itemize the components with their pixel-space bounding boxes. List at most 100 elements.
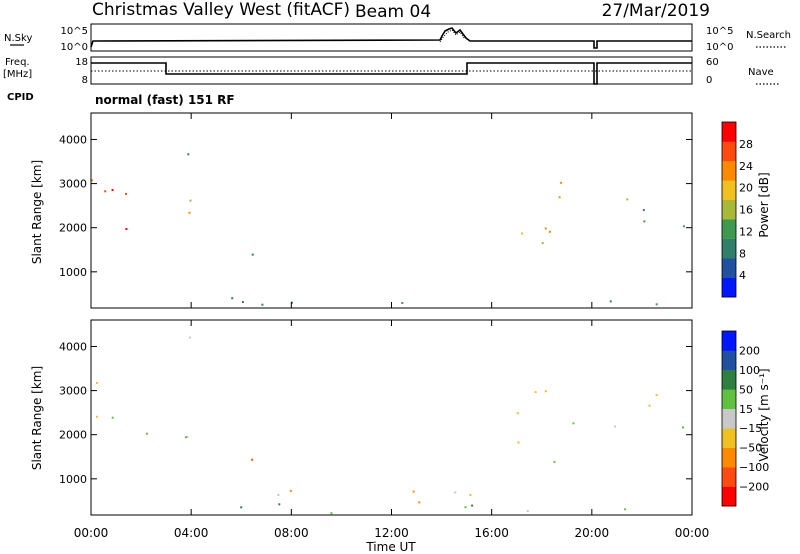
scatter-cell-6 <box>642 209 645 212</box>
scatter-cell-6 <box>626 198 629 201</box>
scatter-cell-5 <box>521 232 524 235</box>
colorbar-tick-label: 4 <box>739 269 746 282</box>
colorbar-segment <box>722 428 736 448</box>
velocity-scatter <box>95 336 684 515</box>
colorbar-tick-label: 15 <box>739 403 753 416</box>
scatter-cell-5 <box>655 394 658 396</box>
colorbar-segment <box>722 369 736 390</box>
colorbar-segment <box>722 199 736 220</box>
colorbar-frame <box>721 330 737 507</box>
y-tick-label: 2000 <box>59 429 87 442</box>
scatter-cell-0 <box>91 179 93 182</box>
velocity-y-label: Slant Range [km] <box>30 366 44 470</box>
scatter-cell-6 <box>454 491 457 494</box>
colorbar-segment <box>722 389 736 409</box>
scatter-cell-7 <box>655 303 658 306</box>
colorbar-segment <box>722 160 736 181</box>
scatter-cell-0 <box>111 189 114 191</box>
nsky-tick-top: 10^5 <box>61 26 88 37</box>
freq-unit-label: [MHz] <box>3 69 32 80</box>
scatter-cell-4 <box>534 391 537 394</box>
y-tick-label: 3000 <box>59 178 87 191</box>
scatter-cell-7 <box>464 506 467 509</box>
colorbar-segment <box>722 141 736 162</box>
scatter-cell-5 <box>682 426 684 429</box>
scatter-cell-5 <box>558 196 561 199</box>
nave-tick-top: 60 <box>706 57 719 68</box>
colorbar-segment <box>722 238 736 259</box>
nsky-tick-bottom: 10^0 <box>61 42 88 53</box>
colorbar-tick-label: −100 <box>739 461 769 474</box>
colorbar-segment <box>722 467 736 487</box>
sky-search-strip: N.Sky 10^5 10^0 10^5 10^0 N.Search <box>4 23 791 53</box>
nave-label: Nave <box>748 67 774 78</box>
mode-text: normal (fast) 151 RF <box>95 93 235 107</box>
colorbar-tick-label: 100 <box>739 364 760 377</box>
y-tick-label: 1000 <box>59 473 87 486</box>
x-axis-label: Time UT <box>365 540 416 554</box>
x-tick-label: 00:00 <box>675 526 710 540</box>
x-tick-label: 12:00 <box>374 526 409 540</box>
scatter-cell-6 <box>289 489 292 492</box>
scatter-cell-3 <box>187 153 190 156</box>
x-tick-label: 16:00 <box>474 526 509 540</box>
scatter-cell-5 <box>548 230 551 233</box>
colorbar-tick-label: 16 <box>739 204 753 217</box>
freq-line <box>91 62 692 85</box>
freq-nave-strip: Freq. [MHz] 18 8 60 0 Nave CPID normal (… <box>3 56 780 107</box>
scatter-cell-7 <box>290 301 293 304</box>
colorbar-segment <box>722 219 736 239</box>
scatter-cell-4 <box>516 412 519 415</box>
nsky-label: N.Sky <box>4 33 32 44</box>
scatter-cell-4 <box>517 441 520 444</box>
nsearch-tick-bottom: 10^0 <box>706 42 733 53</box>
scatter-cell-7 <box>330 512 333 515</box>
velocity-y-ticks: 4000 3000 2000 1000 <box>59 340 692 486</box>
scatter-cell-0 <box>104 190 107 193</box>
colorbar-tick-label: 50 <box>739 383 753 396</box>
scatter-cell-7 <box>624 508 627 511</box>
colorbar-segment <box>722 180 736 200</box>
power-colorbar-ticks: 28 24 20 16 12 8 4 <box>739 138 753 282</box>
scatter-cell-7 <box>401 302 404 304</box>
colorbar-tick-label: −15 <box>739 422 762 435</box>
x-tick-label: 04:00 <box>174 526 209 540</box>
scatter-cell-5 <box>560 181 563 184</box>
velocity-colorbar-label: Velocity [m s⁻¹] <box>757 368 771 461</box>
scatter-cell-5 <box>648 404 651 407</box>
scatter-cell-5 <box>541 242 544 245</box>
plot-title: Christmas Valley West (fitACF) <box>92 0 350 20</box>
y-tick-label: 3000 <box>59 385 87 398</box>
power-scatter <box>91 153 685 306</box>
y-tick-label: 4000 <box>59 340 87 353</box>
nsky-line <box>90 27 692 49</box>
power-plot-bg <box>91 113 692 308</box>
scatter-cell-6 <box>277 494 280 496</box>
colorbar-tick-label: −200 <box>739 481 769 494</box>
velocity-panel: 4000 3000 2000 1000 Slant Range [km] 200 100… <box>30 319 771 516</box>
freq-tick-top: 18 <box>75 57 88 68</box>
nsearch-tick-top: 10^5 <box>706 26 733 37</box>
colorbar-segment <box>722 350 736 371</box>
sky-strip-frame <box>90 23 693 52</box>
scatter-cell-7 <box>609 300 612 303</box>
colorbar-segment <box>722 331 736 351</box>
scatter-cell-0 <box>95 382 98 384</box>
scatter-cell-7 <box>471 504 474 507</box>
colorbar-tick-label: 200 <box>739 344 760 357</box>
scatter-cell-6 <box>643 220 646 223</box>
scatter-cell-4 <box>544 390 547 393</box>
scatter-cell-2 <box>189 199 192 202</box>
scatter-cell-6 <box>418 501 421 504</box>
freq-strip-frame <box>90 56 693 85</box>
scatter-cell-4 <box>553 460 556 463</box>
colorbar-frame <box>721 121 737 298</box>
scatter-cell-7 <box>526 510 529 512</box>
colorbar-tick-label: −50 <box>739 442 762 455</box>
scatter-cell-5 <box>544 227 547 230</box>
scatter-cell-3 <box>251 458 254 461</box>
power-colorbar-label: Power [dB] <box>757 172 771 237</box>
date-label: 27/Mar/2019 <box>602 1 710 21</box>
x-tick-label: 00:00 <box>74 526 109 540</box>
